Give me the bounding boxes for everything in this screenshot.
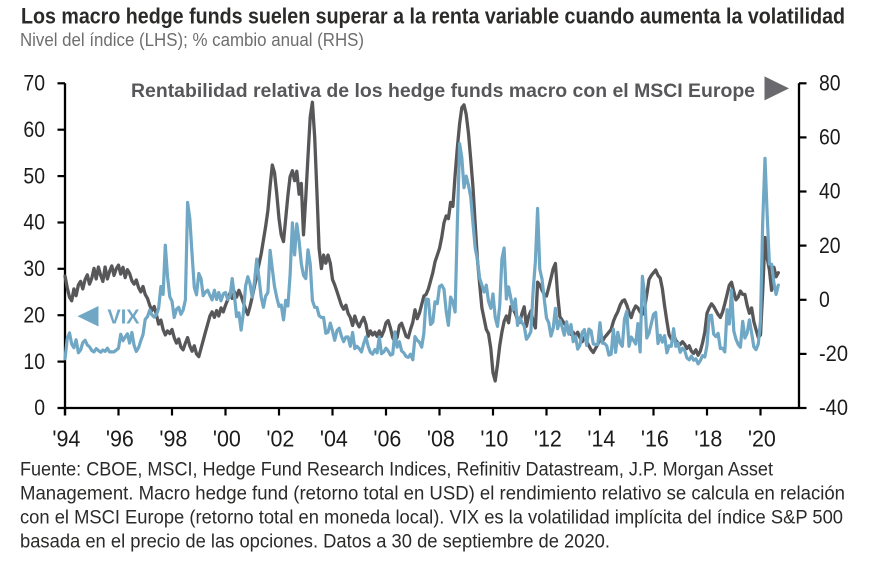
svg-text:'20: '20 bbox=[748, 425, 776, 451]
svg-text:20: 20 bbox=[819, 233, 841, 258]
svg-text:-20: -20 bbox=[819, 341, 848, 366]
svg-text:-40: -40 bbox=[819, 395, 848, 420]
svg-text:20: 20 bbox=[23, 302, 45, 327]
svg-text:0: 0 bbox=[819, 287, 830, 312]
svg-text:'08: '08 bbox=[427, 425, 455, 451]
svg-text:40: 40 bbox=[23, 210, 45, 235]
svg-text:'14: '14 bbox=[587, 425, 615, 451]
svg-text:Rentabilidad relativa de los h: Rentabilidad relativa de los hedge funds… bbox=[131, 81, 755, 102]
svg-text:80: 80 bbox=[819, 71, 841, 96]
svg-text:'94: '94 bbox=[52, 425, 80, 451]
svg-text:10: 10 bbox=[23, 349, 45, 374]
svg-text:'00: '00 bbox=[213, 425, 241, 451]
svg-text:40: 40 bbox=[819, 179, 841, 204]
svg-text:30: 30 bbox=[23, 256, 45, 281]
svg-text:'02: '02 bbox=[266, 425, 294, 451]
svg-text:70: 70 bbox=[23, 71, 45, 96]
svg-text:'10: '10 bbox=[480, 425, 508, 451]
svg-text:Nivel del índice (LHS); % camb: Nivel del índice (LHS); % cambio anual (… bbox=[20, 30, 364, 50]
svg-text:'98: '98 bbox=[159, 425, 187, 451]
svg-text:'16: '16 bbox=[641, 425, 669, 451]
svg-text:60: 60 bbox=[23, 117, 45, 142]
svg-text:'04: '04 bbox=[320, 425, 348, 451]
svg-text:0: 0 bbox=[34, 395, 45, 420]
svg-text:50: 50 bbox=[23, 163, 45, 188]
svg-text:'18: '18 bbox=[694, 425, 722, 451]
svg-text:VIX: VIX bbox=[108, 307, 141, 329]
svg-text:'12: '12 bbox=[534, 425, 562, 451]
svg-text:60: 60 bbox=[819, 125, 841, 150]
svg-text:Fuente: CBOE, MSCI, Hedge Fund: Fuente: CBOE, MSCI, Hedge Fund Research … bbox=[20, 460, 774, 481]
svg-text:basada en el precio de las opc: basada en el precio de las opciones. Dat… bbox=[20, 532, 610, 553]
svg-text:Management. Macro hedge fund (: Management. Macro hedge fund (retorno to… bbox=[20, 484, 845, 505]
svg-text:con el MSCI Europe (retorno to: con el MSCI Europe (retorno total en mon… bbox=[20, 508, 843, 529]
svg-text:Los macro hedge funds suelen s: Los macro hedge funds suelen superar a l… bbox=[21, 4, 845, 29]
svg-text:'06: '06 bbox=[373, 425, 401, 451]
svg-text:'96: '96 bbox=[106, 425, 134, 451]
